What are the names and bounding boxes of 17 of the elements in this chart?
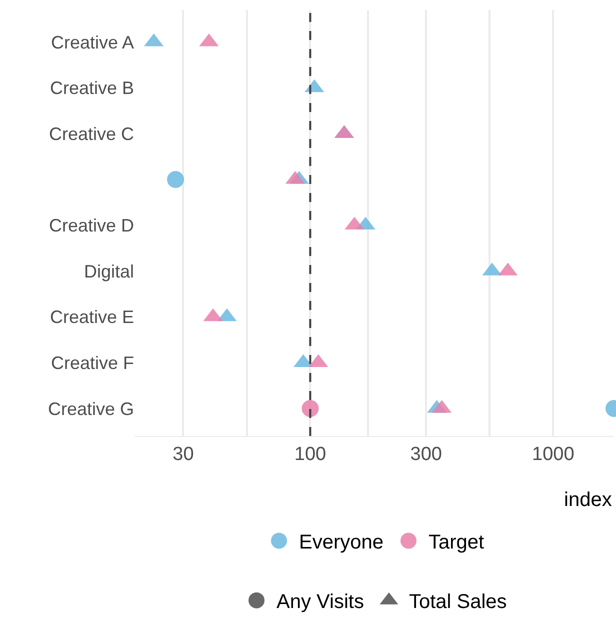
legend-label: Any Visits [276,591,364,614]
y-tick-label: Digital [84,261,134,282]
x-axis-title: index [564,489,612,511]
y-tick-label: Creative A [50,32,134,52]
x-tick-label: 100 [294,444,326,465]
legend-label: Everyone [299,532,384,554]
y-tick-label: Creative G [48,398,134,419]
legend-label: Target [428,532,485,554]
y-tick-label: Creative E [50,307,134,328]
x-tick-label: 30 [172,444,194,465]
y-tick-label: Creative B [50,78,134,98]
y-tick-label: Creative C [48,124,134,144]
y-tick-label: Creative F [50,353,134,374]
legend-label: Total Sales [408,591,507,614]
x-tick-label: 1000 [532,444,574,465]
y-tick-label: Creative D [48,216,134,236]
x-tick-label: 300 [410,444,442,465]
